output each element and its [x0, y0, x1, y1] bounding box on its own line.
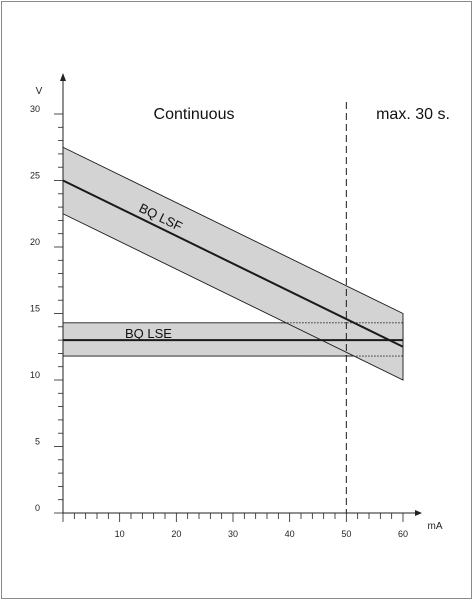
y-axis-arrow	[60, 73, 66, 81]
y-tick-label: 20	[30, 237, 40, 247]
x-tick-label: 40	[285, 529, 295, 539]
bq-lse-series-label: BQ LSE	[125, 326, 172, 341]
y-tick-label: 5	[35, 437, 40, 447]
x-tick-label: 30	[228, 529, 238, 539]
x-tick-label: 60	[398, 529, 408, 539]
x-tick-label: 20	[171, 529, 181, 539]
continuous-region-label: Continuous	[154, 106, 235, 123]
x-tick-label: 10	[115, 529, 125, 539]
y-tick-label: 30	[30, 104, 40, 114]
y-tick-label: 25	[30, 171, 40, 181]
max-30s-region-label: max. 30 s.	[376, 106, 450, 123]
y-axis-unit-label: V	[36, 86, 43, 97]
y-tick-label: 0	[35, 503, 40, 513]
bq-lsf-nominal-line	[62, 179, 404, 348]
x-axis-unit-label: mA	[428, 521, 443, 532]
x-tick-label: 50	[341, 529, 351, 539]
x-axis-arrow	[415, 510, 422, 516]
y-tick-label: 10	[30, 370, 40, 380]
y-tick-label: 15	[30, 304, 40, 314]
